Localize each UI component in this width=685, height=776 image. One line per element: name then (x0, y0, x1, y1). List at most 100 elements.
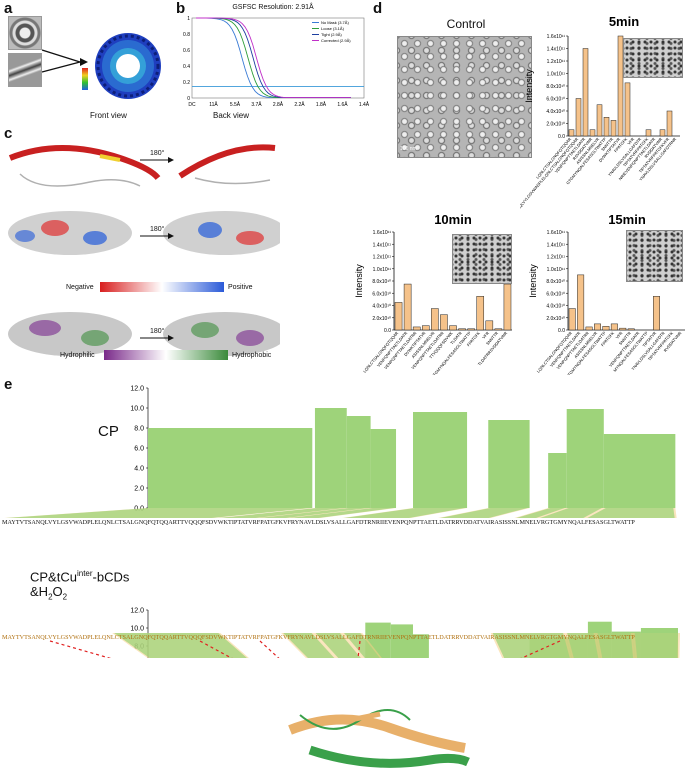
sequence-cp: MAYTVTSANQLVYLGSVWADPLELQNLCTSALGNQFQTQQ… (2, 519, 635, 526)
y-tick-label: 2.0x10¹⁰ (546, 316, 565, 322)
arrow-head (80, 58, 88, 66)
fsc-ytick: 0.8 (183, 32, 190, 38)
y-tick-label: 0.0 (558, 328, 565, 334)
strand-orange (349, 711, 381, 723)
cp-wedge-inner (6, 508, 311, 518)
colorbar (82, 68, 88, 90)
tcu-label-sub: 2 (48, 592, 53, 602)
panel-label-a: a (4, 0, 13, 17)
bar (594, 323, 601, 331)
bar (575, 98, 582, 137)
bar-chart-5min: 5min 1.6x10¹¹ 1.4x10¹¹ 1.2x10¹¹ 1.0x10¹¹ 8.0x… (520, 14, 680, 209)
cp-y-tick-label: 2.0 (134, 486, 144, 493)
category-label: VFR (481, 330, 490, 339)
cp-bar (548, 453, 567, 508)
y-tick-label: 1.2x10¹¹ (373, 255, 392, 261)
front-view-caption: Front view (90, 111, 127, 120)
tcu-wedge-inner (597, 633, 634, 658)
hydrophilic-label: Hydrophilic (60, 352, 95, 359)
fsc-title: GSFSC Resolution: 2.91Å (232, 4, 314, 11)
scale-label: 100 nm (400, 146, 417, 152)
bar (582, 48, 589, 137)
tcu-y-tick-label: 10.0 (130, 626, 144, 633)
y-tick-label: 4.0x10¹⁰ (546, 109, 565, 115)
cp-bar (603, 434, 676, 508)
cp-bar (314, 408, 347, 508)
cp-y-tick-label: 6.0 (134, 446, 144, 453)
y-tick-label: 1.0x10¹¹ (547, 72, 566, 78)
bar (503, 283, 512, 331)
coverage-chart: 12.010.08.06.04.02.00.012.010.08.06.04.0… (4, 386, 680, 658)
fsc-legend-label: Corrected (2.9Å) (321, 38, 351, 43)
tcu-wedge-inner (634, 633, 678, 658)
bar (645, 129, 652, 137)
bar (485, 320, 494, 331)
back-view-caption: Back view (213, 111, 250, 120)
fsc-ytick: 0.2 (183, 80, 190, 86)
y-tick-label: 4.0x10¹⁰ (372, 304, 391, 310)
bar (568, 129, 575, 137)
bar (568, 308, 576, 331)
tcu-label-part3: &H (30, 584, 49, 600)
tcu-label-sup: inter (76, 569, 93, 578)
arrow-line-2 (41, 61, 81, 73)
inset-5min (623, 38, 683, 78)
cp-label: CP (98, 423, 119, 440)
bar (585, 326, 593, 331)
cp-wedge-inner (259, 508, 369, 518)
bar (412, 326, 421, 331)
fsc-xtick: 2.8Å (273, 101, 284, 108)
charge-gradient (100, 282, 224, 292)
category-label: VTSANQLVYLGSVWADPLELQNLCTSALGNQFQTQQAR (520, 136, 579, 209)
cp-wedge-inner (344, 508, 466, 518)
y-tick-label: 1.4x10¹¹ (373, 242, 392, 248)
cp-wedge-inner (218, 508, 345, 518)
y-tick-label: 1.0x10¹¹ (547, 267, 566, 273)
cp-bar (566, 409, 604, 508)
tcu-wedge-inner (567, 633, 599, 658)
cp-wedge-inner (289, 508, 395, 518)
tcu-wedge-inner (114, 633, 247, 658)
fsc-legend-label: Tight (2.9Å) (321, 32, 342, 37)
bar (617, 35, 624, 137)
bar (619, 327, 627, 331)
fsc-xtick: DC (188, 102, 196, 108)
panel-label-b: b (176, 0, 186, 17)
bar (458, 328, 466, 331)
bar (602, 326, 610, 331)
loop-left (19, 173, 141, 187)
cp-y-tick-label: 8.0 (134, 426, 144, 433)
y-tick-label: 8.0x10¹⁰ (546, 279, 565, 285)
strand-left (99, 154, 121, 162)
cp-bar (346, 416, 371, 508)
bar (403, 283, 412, 331)
sequence-tcu: MAYTVTSANQLVYLGSVWADPLELQNLCTSALGNQFQTQQ… (2, 634, 635, 641)
arrow-line-1 (41, 49, 81, 63)
bar (589, 129, 596, 137)
tcu-wedge-inner (283, 633, 335, 658)
structure-panel (8, 144, 280, 356)
y-tick-label: 1.0x10¹¹ (373, 267, 392, 273)
chart-title: 10min (434, 212, 472, 227)
fsc-chart: 1 0.8 0.6 0.4 0.2 0DC 11Å 5.5Å 3.7Å 2.8Å 2.2Å 1.8Å 1… (183, 16, 370, 108)
fsc-curve (196, 17, 351, 99)
rot-label-2: 180° (150, 226, 165, 233)
cp-wedge-inner (439, 508, 528, 518)
bar (603, 117, 610, 137)
fsc-xtick: 5.5Å (230, 101, 241, 108)
helix-orange (288, 714, 466, 753)
y-tick-label: 1.4x10¹¹ (547, 242, 566, 248)
cp-bar (488, 420, 530, 508)
fsc-ytick: 0.6 (183, 48, 190, 54)
y-tick-label: 6.0x10¹⁰ (372, 291, 391, 297)
cp-y-tick-label: 10.0 (130, 406, 144, 413)
inset-15min (626, 230, 683, 282)
y-tick-label: 1.6x10¹¹ (547, 230, 566, 236)
rot-label-3: 180° (150, 328, 165, 335)
tcu-y-tick-label: 12.0 (130, 608, 144, 615)
negative-label: Negative (66, 284, 94, 291)
panel-label-d: d (373, 0, 383, 17)
dashed-connector (357, 640, 361, 658)
protein-cartoon (288, 709, 470, 768)
tcu-wedge-inner (315, 633, 361, 658)
